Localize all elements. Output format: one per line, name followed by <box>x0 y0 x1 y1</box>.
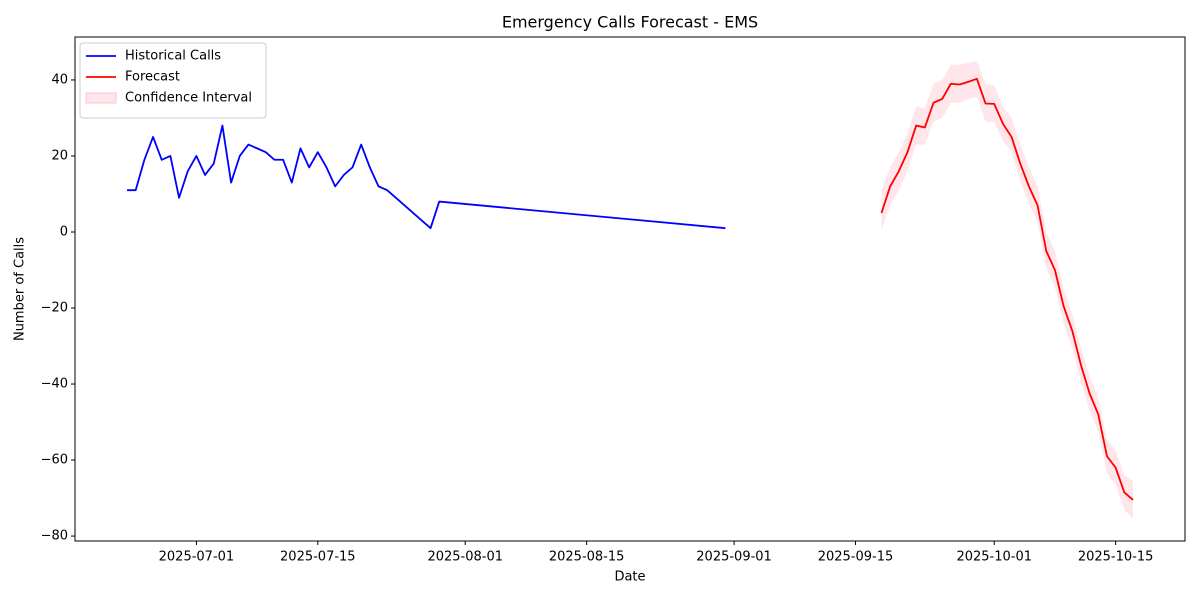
y-tick-label: 40 <box>51 72 68 87</box>
x-tick-label: 2025-08-15 <box>549 550 625 565</box>
x-tick-label: 2025-07-15 <box>280 550 356 565</box>
x-tick-label: 2025-09-01 <box>696 550 772 565</box>
legend-label: Forecast <box>125 70 180 85</box>
legend-label: Historical Calls <box>125 49 221 64</box>
legend-swatch <box>85 92 117 104</box>
x-tick-label: 2025-10-01 <box>956 550 1032 565</box>
x-axis-label: Date <box>614 570 645 585</box>
y-axis-label: Number of Calls <box>13 237 28 341</box>
y-tick-label: −40 <box>41 377 68 392</box>
legend-label: Confidence Interval <box>125 91 252 106</box>
x-tick-label: 2025-09-15 <box>818 550 894 565</box>
x-tick-label: 2025-10-15 <box>1078 550 1154 565</box>
series-line <box>127 124 726 230</box>
series-line <box>880 77 1134 501</box>
y-tick-label: 20 <box>51 148 68 163</box>
y-tick-label: −60 <box>41 453 68 468</box>
legend-box <box>79 42 267 119</box>
confidence-band <box>881 60 1133 519</box>
plot-frame <box>74 36 1186 542</box>
x-tick-label: 2025-07-01 <box>159 550 235 565</box>
chart-title: Emergency Calls Forecast - EMS <box>502 13 758 32</box>
y-tick-label: −80 <box>41 529 68 544</box>
y-tick-label: 0 <box>60 224 68 239</box>
x-tick-label: 2025-08-01 <box>427 550 503 565</box>
y-tick-label: −20 <box>41 301 68 316</box>
